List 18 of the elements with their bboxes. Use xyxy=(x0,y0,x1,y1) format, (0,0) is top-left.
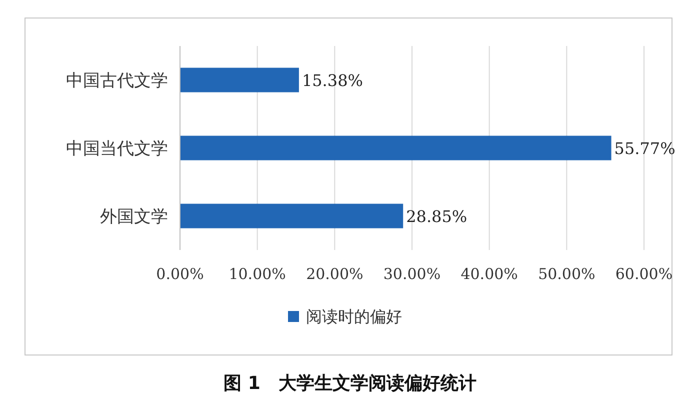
y-tick-label: 中国古代文学 xyxy=(66,71,168,91)
data-label: 15.38% xyxy=(302,71,363,90)
x-tick-label: 40.00% xyxy=(460,265,518,283)
y-tick-label: 外国文学 xyxy=(100,207,168,227)
bar xyxy=(180,204,404,228)
bar xyxy=(180,68,299,92)
x-tick-label: 20.00% xyxy=(306,265,364,283)
x-tick-label: 30.00% xyxy=(383,265,441,283)
data-label: 55.77% xyxy=(614,139,676,158)
y-tick-label: 中国当代文学 xyxy=(66,139,168,159)
x-tick-label: 50.00% xyxy=(538,265,596,283)
text: 图 1 大学生文学阅读偏好统计 xyxy=(224,373,476,394)
bar xyxy=(180,136,612,160)
x-tick-label: 10.00% xyxy=(228,265,286,283)
x-tick-label: 60.00% xyxy=(615,265,673,283)
legend-label: 阅读时的偏好 xyxy=(306,307,402,326)
x-tick-label: 0.00% xyxy=(156,265,204,283)
data-label: 28.85% xyxy=(406,207,468,226)
